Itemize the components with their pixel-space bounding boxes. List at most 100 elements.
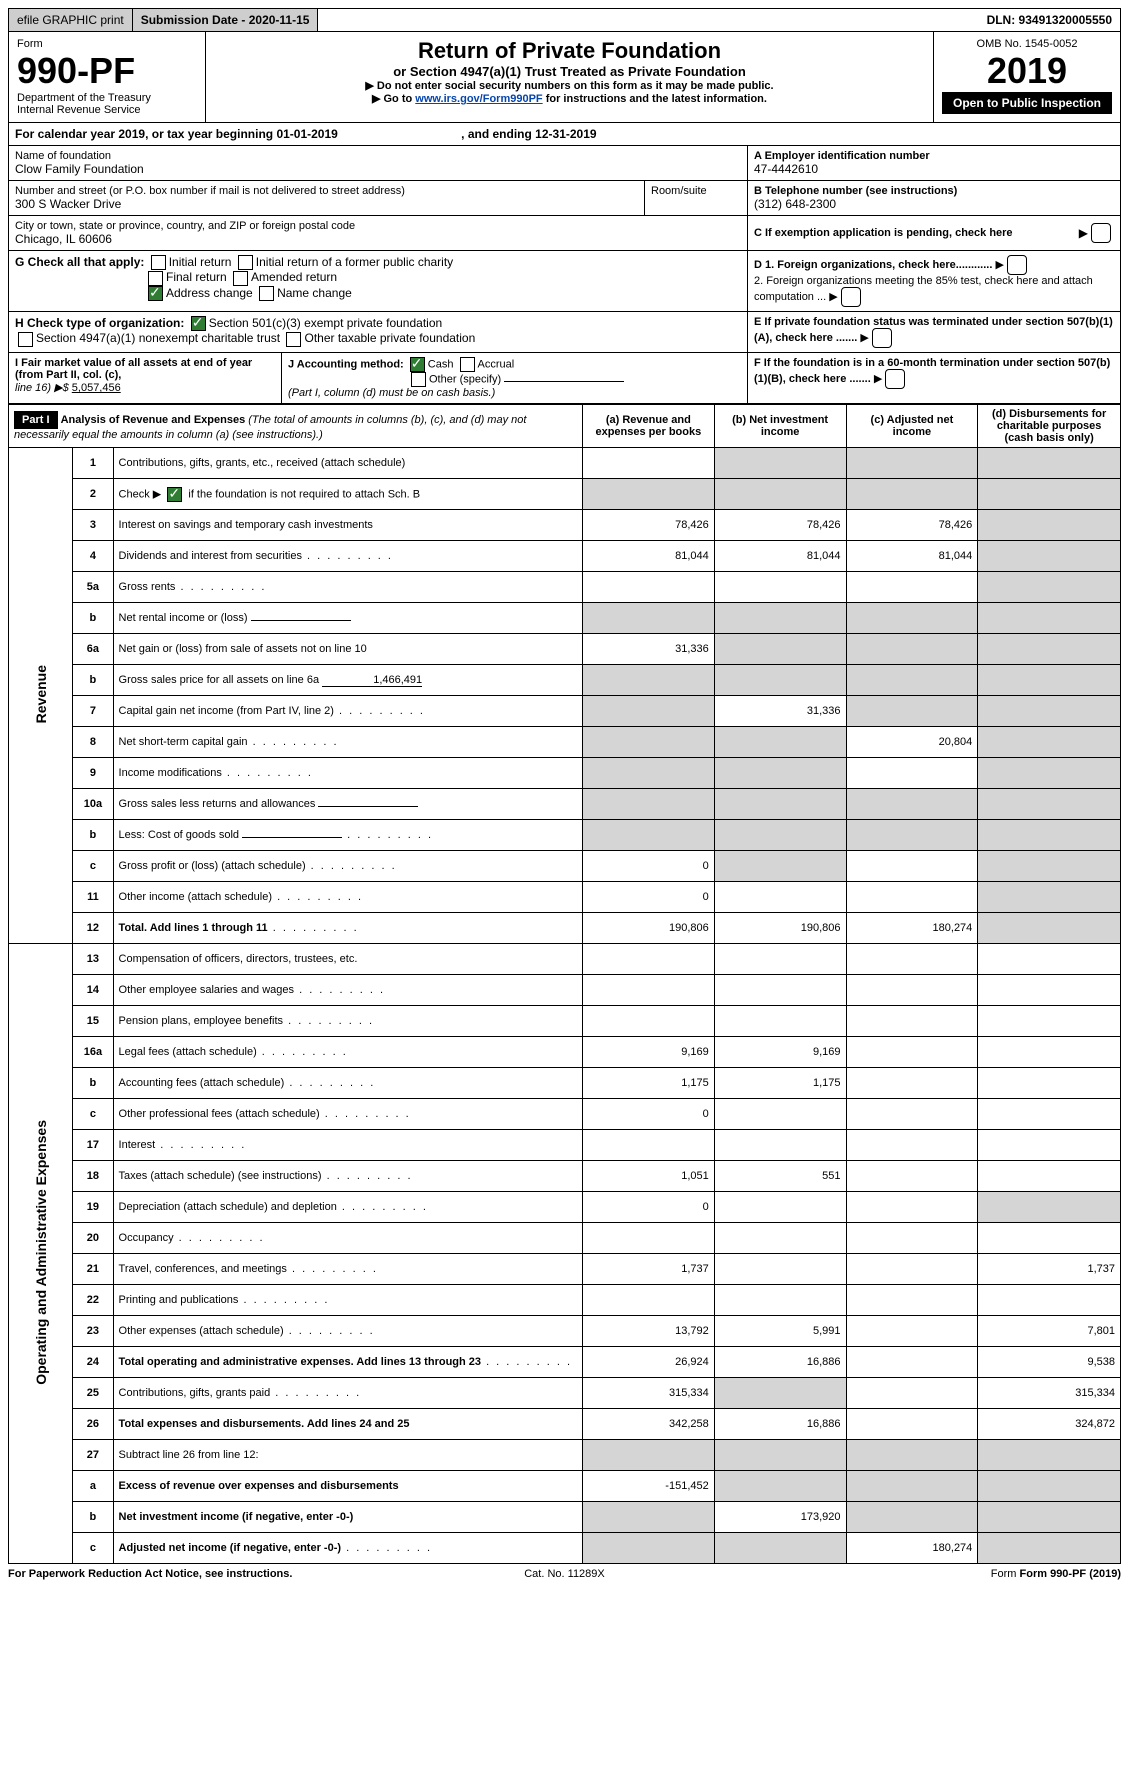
table-row: 27Subtract line 26 from line 12: [9,1440,1121,1471]
line-no: b [73,820,113,851]
line-desc: Compensation of officers, directors, tru… [113,944,582,975]
cb-schB[interactable] [167,487,182,502]
cb-name-change[interactable] [259,286,274,301]
form-header: Form 990-PF Department of the Treasury I… [8,32,1121,123]
table-row: cOther professional fees (attach schedul… [9,1099,1121,1130]
cell [582,975,714,1006]
part1-title: Analysis of Revenue and Expenses [61,414,249,426]
line-desc: Check ▶ if the foundation is not require… [113,479,582,510]
line-no: b [73,1502,113,1533]
cb-d1[interactable] [1007,255,1027,275]
cell [846,975,978,1006]
dept: Department of the Treasury [17,92,197,104]
cell [978,913,1121,944]
cb-d2[interactable] [841,287,861,307]
cell: 16,886 [714,1409,846,1440]
table-row: 25Contributions, gifts, grants paid315,3… [9,1378,1121,1409]
cell [714,758,846,789]
foundation-name: Clow Family Foundation [15,162,741,176]
cell [846,603,978,634]
h-e-row: H Check type of organization: Section 50… [8,312,1121,353]
cb-address-change[interactable] [148,286,163,301]
line-no: 25 [73,1378,113,1409]
table-row: Revenue1Contributions, gifts, grants, et… [9,448,1121,479]
tel-lbl: B Telephone number (see instructions) [754,185,1114,197]
line-no: 18 [73,1161,113,1192]
g-d-row: G Check all that apply: Initial return I… [8,251,1121,312]
form-link[interactable]: www.irs.gov/Form990PF [415,93,542,105]
cell [846,1006,978,1037]
city-c-row: City or town, state or province, country… [8,216,1121,251]
cell [846,1378,978,1409]
cell: 1,051 [582,1161,714,1192]
col-b: (b) Net investment income [714,405,846,448]
table-row: 5aGross rents [9,572,1121,603]
cell: 1,737 [582,1254,714,1285]
table-row: bNet investment income (if negative, ent… [9,1502,1121,1533]
table-row: 7Capital gain net income (from Part IV, … [9,696,1121,727]
cb-other-acct[interactable] [411,372,426,387]
cell [714,1223,846,1254]
cell [846,1502,978,1533]
line-no: 9 [73,758,113,789]
cb-initial[interactable] [151,255,166,270]
cell: 0 [582,851,714,882]
j-lbl: J Accounting method: [288,358,404,370]
j-note: (Part I, column (d) must be on cash basi… [288,387,495,399]
open-inspection: Open to Public Inspection [942,92,1112,114]
cb-4947[interactable] [18,332,33,347]
cell [978,820,1121,851]
cb-cash[interactable] [410,357,425,372]
line-desc: Gross sales less returns and allowances [113,789,582,820]
cb-f[interactable] [885,369,905,389]
cell [582,603,714,634]
i-lbl: I Fair market value of all assets at end… [15,357,252,381]
cell [582,1006,714,1037]
cell: 551 [714,1161,846,1192]
cb-e[interactable] [872,328,892,348]
cb-amended[interactable] [233,271,248,286]
cb-other-tax[interactable] [286,332,301,347]
cb-accrual[interactable] [460,357,475,372]
cell [978,572,1121,603]
footer: For Paperwork Reduction Act Notice, see … [8,1564,1121,1584]
line-no: 12 [73,913,113,944]
revenue-label: Revenue [33,665,49,723]
cell [846,820,978,851]
line-no: 5a [73,572,113,603]
cell [846,634,978,665]
cell: 9,169 [714,1037,846,1068]
line-desc: Dividends and interest from securities [113,541,582,572]
cell [714,1533,846,1564]
cell [714,1471,846,1502]
cell: 1,175 [582,1068,714,1099]
efile-label[interactable]: efile GRAPHIC print [9,9,133,31]
table-row: 20Occupancy [9,1223,1121,1254]
h-lbl: H Check type of organization: [15,316,184,330]
cell [582,1502,714,1533]
d1: D 1. Foreign organizations, check here..… [754,259,992,271]
cell [846,1192,978,1223]
line-no: b [73,665,113,696]
name-lbl: Name of foundation [15,150,741,162]
cell [846,1285,978,1316]
cell [714,479,846,510]
cell [714,1192,846,1223]
line-no: 7 [73,696,113,727]
cell [846,448,978,479]
submission-date[interactable]: Submission Date - 2020-11-15 [133,9,319,31]
line-no: 13 [73,944,113,975]
line-no: 15 [73,1006,113,1037]
cell [978,882,1121,913]
cell [714,603,846,634]
line-desc: Printing and publications [113,1285,582,1316]
cell: 13,792 [582,1316,714,1347]
cb-initial-former[interactable] [238,255,253,270]
cell [714,1378,846,1409]
cb-501c3[interactable] [191,316,206,331]
line-desc: Pension plans, employee benefits [113,1006,582,1037]
cell [978,541,1121,572]
c-checkbox[interactable] [1091,223,1111,243]
cell: 0 [582,1099,714,1130]
cell [582,479,714,510]
